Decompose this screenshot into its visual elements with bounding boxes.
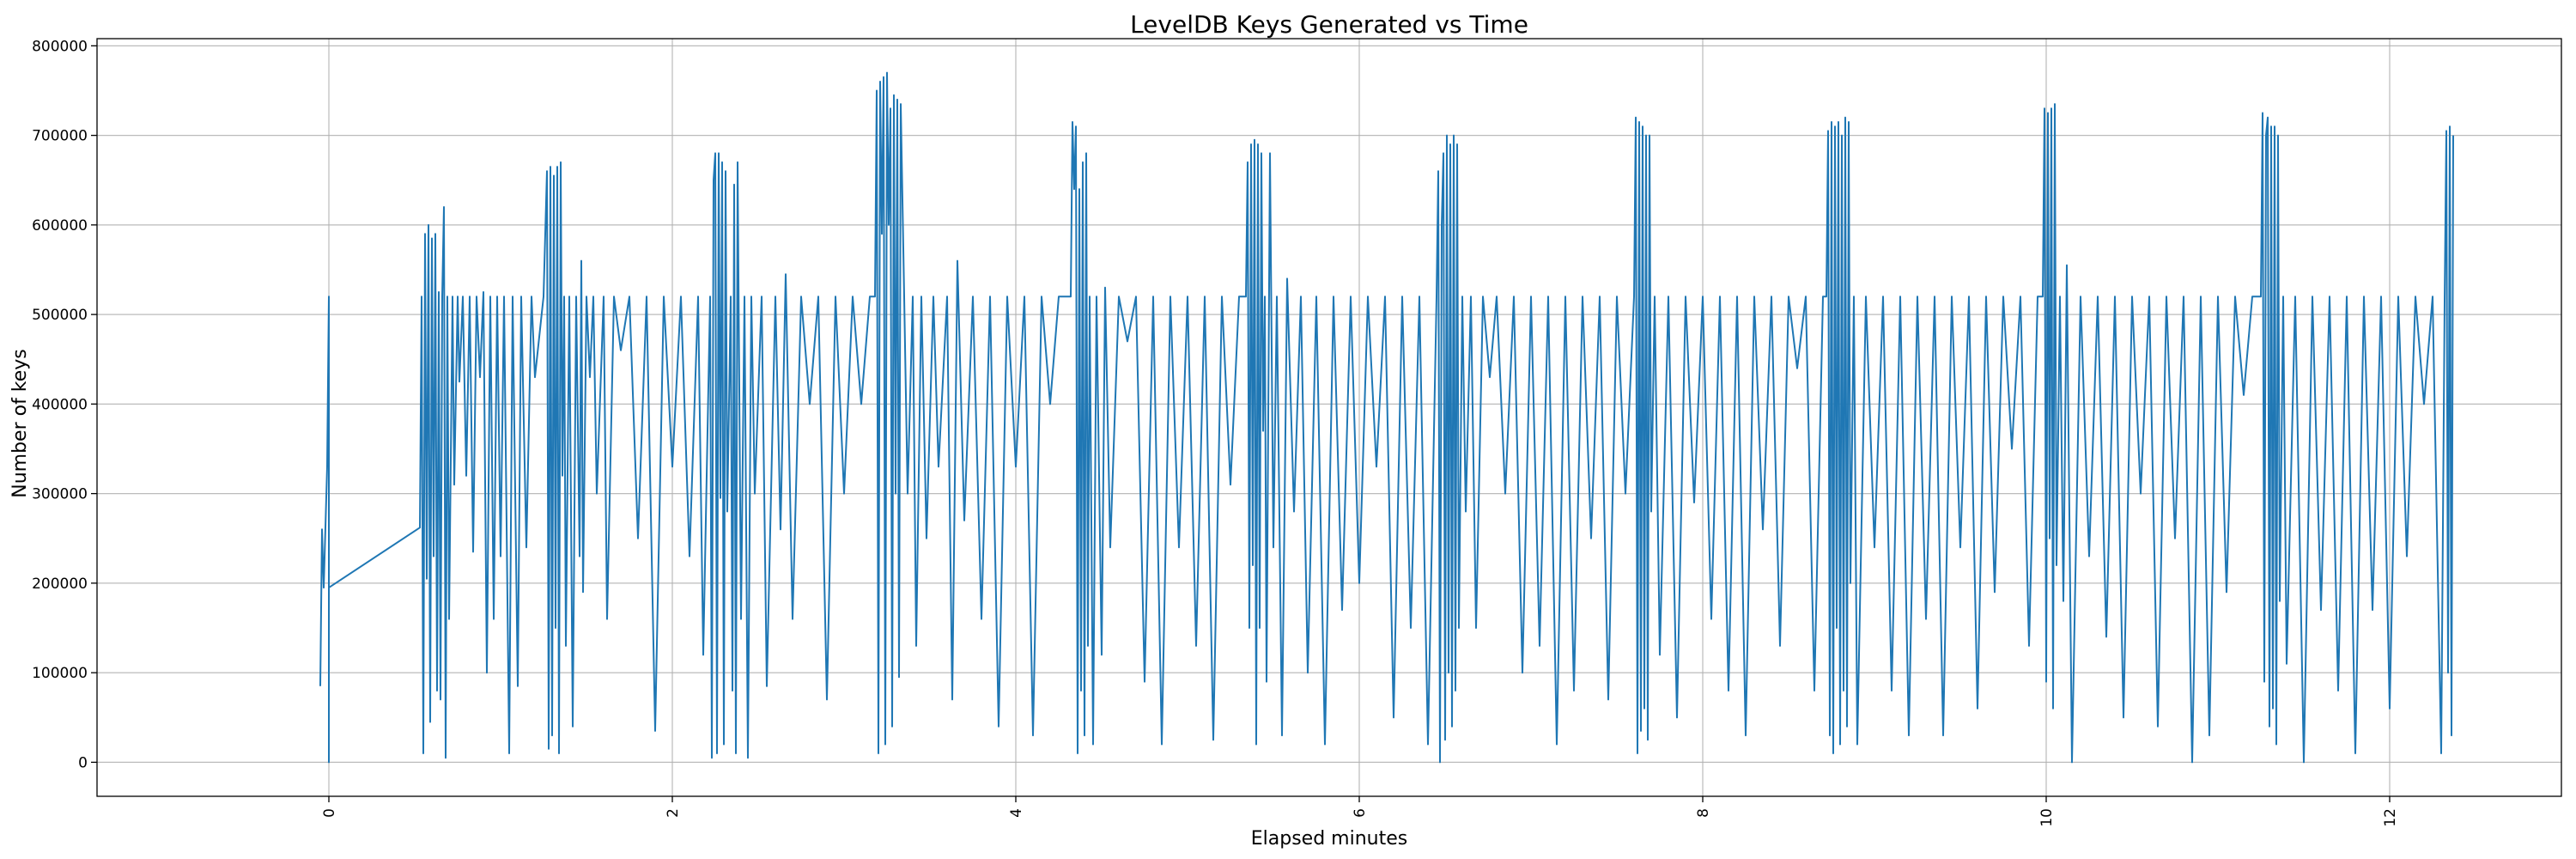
y-axis-label: Number of keys [9, 349, 31, 498]
plot-frame [96, 38, 2562, 797]
x-tick-label: 8 [1695, 808, 1712, 818]
y-tick-label: 800000 [32, 38, 88, 55]
x-tick-label: 0 [321, 808, 338, 818]
x-tick-label: 6 [1352, 808, 1369, 818]
y-tick-label: 300000 [32, 486, 88, 503]
y-tick-label: 100000 [32, 665, 88, 682]
y-ticks: 0 100000 200000 300000 400000 500000 600000 700… [32, 38, 97, 771]
y-tick-label: 700000 [32, 128, 88, 145]
series-line-0 [319, 71, 2454, 764]
y-tick-label: 600000 [32, 217, 88, 235]
x-ticks: 0 2 4 6 8 10 12 [321, 796, 2399, 827]
y-tick-label: 500000 [32, 307, 88, 324]
x-tick-label: 10 [2038, 808, 2056, 827]
grid [97, 39, 2561, 796]
x-axis-label: Elapsed minutes [1251, 828, 1407, 850]
chart-title: LevelDB Keys Generated vs Time [1130, 10, 1528, 39]
series-layer [319, 71, 2454, 764]
x-tick-label: 4 [1008, 808, 1025, 818]
x-tick-label: 12 [2382, 808, 2399, 827]
x-tick-label: 2 [665, 808, 682, 818]
y-tick-label: 200000 [32, 576, 88, 593]
y-tick-label: 0 [78, 754, 88, 771]
y-tick-label: 400000 [32, 396, 88, 413]
